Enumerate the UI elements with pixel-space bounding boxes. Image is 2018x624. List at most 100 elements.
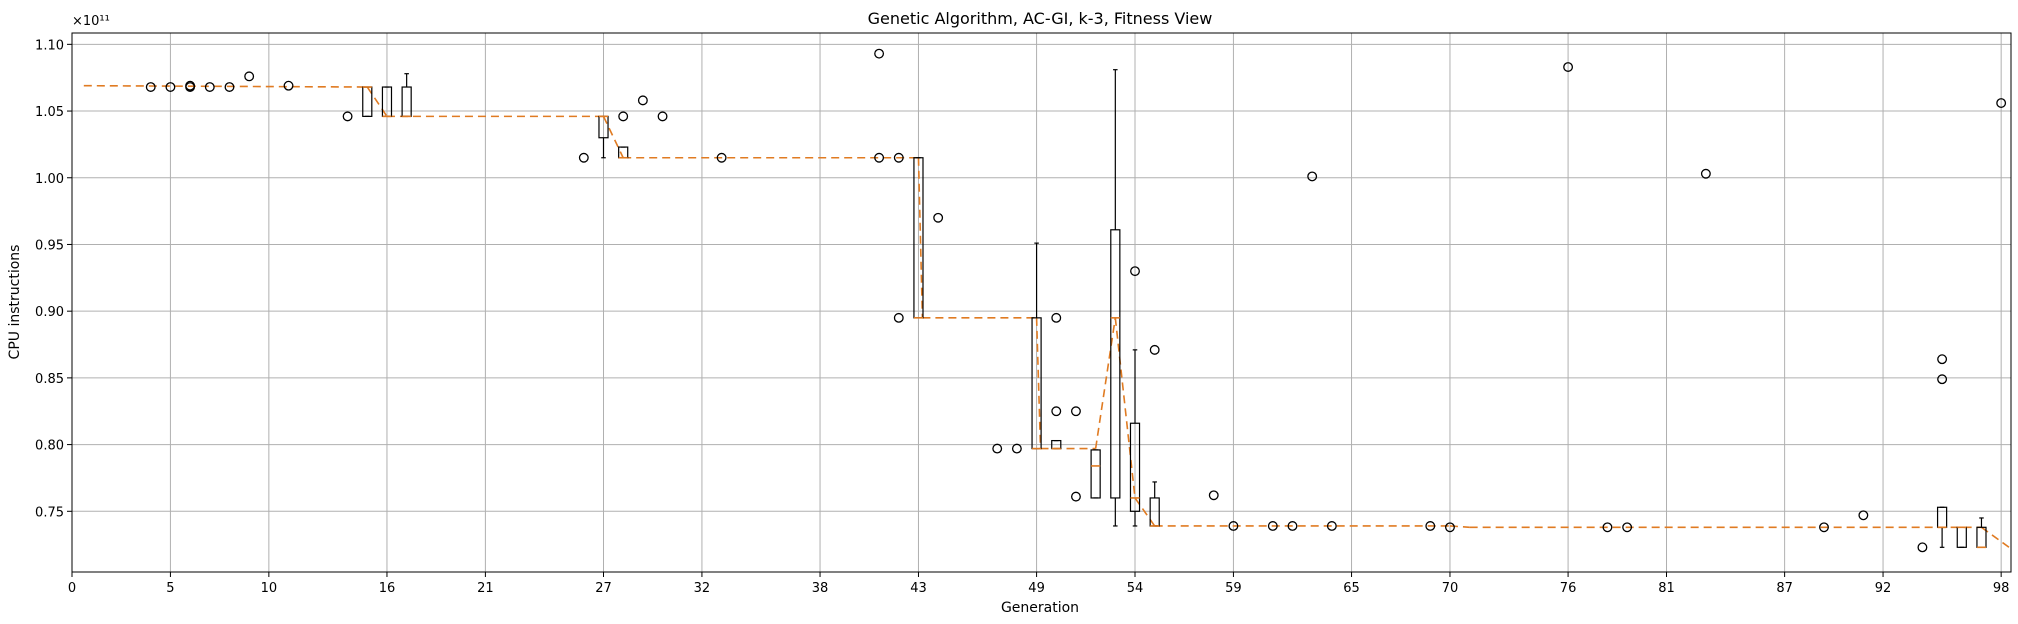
median-segment xyxy=(1134,497,1156,527)
outlier-point xyxy=(893,152,904,163)
outlier-point xyxy=(1700,168,1711,179)
outlier-point xyxy=(1917,542,1928,553)
x-tick-label: 16 xyxy=(379,581,396,596)
x-tick-label: 65 xyxy=(1343,581,1360,596)
outlier-point xyxy=(185,82,196,92)
x-tick-label: 98 xyxy=(1993,581,2010,596)
box-gen-28 xyxy=(618,146,629,159)
outlier-point xyxy=(1267,521,1278,531)
y-tick-label: 1.10 xyxy=(35,38,64,53)
x-tick-label: 92 xyxy=(1875,581,1892,596)
outlier-point xyxy=(1937,374,1948,385)
median-segment xyxy=(1035,317,1042,449)
chart-title: Genetic Algorithm, AC-GI, k-3, Fitness V… xyxy=(868,9,1213,28)
median-segment xyxy=(602,116,624,159)
box-iqr xyxy=(1110,229,1121,499)
box-gen-50 xyxy=(1051,439,1062,450)
outlier-point xyxy=(1208,490,1219,501)
outlier-point xyxy=(1622,522,1633,533)
outlier-point xyxy=(1149,344,1160,355)
box-gen-17 xyxy=(401,73,412,118)
box-gen-15 xyxy=(362,86,373,117)
x-tick-label: 76 xyxy=(1560,581,1577,596)
outlier-point xyxy=(578,152,589,163)
outlier-point xyxy=(893,312,904,323)
outlier-point xyxy=(1937,354,1948,365)
outlier-point xyxy=(283,80,294,91)
box-gen-55 xyxy=(1149,481,1160,527)
median-segment xyxy=(83,84,368,88)
box-gen-54 xyxy=(1129,349,1141,527)
grid xyxy=(71,33,2011,572)
outlier-point xyxy=(1307,171,1318,182)
median-segment xyxy=(1114,317,1136,499)
box-gen-95 xyxy=(1936,506,1948,548)
x-tick-label: 32 xyxy=(694,581,711,596)
outlier-point xyxy=(1011,443,1022,454)
outlier-point xyxy=(637,95,648,106)
outlier-point xyxy=(1070,406,1081,417)
box-gen-96 xyxy=(1956,526,1967,548)
x-tick-label: 10 xyxy=(261,581,278,596)
box-iqr xyxy=(401,86,412,117)
y-tick-label: 0.85 xyxy=(35,372,64,387)
box-gen-53 xyxy=(1110,69,1121,527)
outlier-point xyxy=(1287,521,1298,531)
outlier-point xyxy=(1326,521,1337,531)
x-tick-label: 54 xyxy=(1127,581,1144,596)
outlier-point xyxy=(1425,521,1436,531)
outlier-point xyxy=(1070,491,1081,502)
median-segment xyxy=(917,157,924,318)
x-tick-label: 70 xyxy=(1442,581,1459,596)
box-iqr xyxy=(1090,449,1101,499)
outlier-point xyxy=(1996,98,2007,108)
box-gen-97 xyxy=(1976,517,1987,549)
y-axis: 0.75 0.80 0.85 0.90 0.95 1.00 1.05 1.10 xyxy=(35,38,72,520)
outlier-point xyxy=(618,111,629,122)
outlier-series xyxy=(145,48,2007,553)
outlier-point xyxy=(1602,522,1613,533)
box-iqr xyxy=(1936,506,1948,528)
outlier-point xyxy=(1130,266,1140,277)
outlier-point xyxy=(165,82,176,92)
x-tick-label: 59 xyxy=(1225,581,1242,596)
outlier-point xyxy=(874,48,885,59)
median-segment xyxy=(1094,317,1117,449)
x-tick-label: 43 xyxy=(910,581,927,596)
y-tick-label: 0.95 xyxy=(35,238,64,253)
x-tick-label: 81 xyxy=(1658,581,1675,596)
y-tick-label: 1.00 xyxy=(35,172,64,187)
outlier-point xyxy=(992,443,1003,454)
plot-frame xyxy=(71,32,2012,573)
median-line xyxy=(83,84,2010,548)
x-tick-label: 27 xyxy=(595,581,612,596)
outlier-point xyxy=(1563,62,1574,72)
x-axis-label: Generation xyxy=(1001,600,1079,616)
box-series xyxy=(362,69,1987,549)
box-gen-27 xyxy=(598,115,609,159)
x-tick-label: 5 xyxy=(166,581,174,596)
outlier-point xyxy=(244,71,255,82)
outlier-point xyxy=(224,82,235,92)
outlier-point xyxy=(933,212,944,223)
x-tick-label: 21 xyxy=(477,581,494,596)
outlier-point xyxy=(1858,510,1869,521)
median-segment xyxy=(1449,525,1470,529)
x-tick-label: 87 xyxy=(1776,581,1793,596)
outlier-point xyxy=(1228,521,1239,531)
x-tick-label: 38 xyxy=(812,581,829,596)
y-tick-label: 0.75 xyxy=(35,505,64,520)
x-tick-label: 0 xyxy=(68,581,76,596)
box-gen-43 xyxy=(913,157,924,319)
box-iqr xyxy=(1956,526,1967,548)
median-segment xyxy=(366,86,388,117)
box-gen-49 xyxy=(1031,242,1042,450)
outlier-point xyxy=(716,152,727,163)
y-tick-label: 0.80 xyxy=(35,439,64,454)
outlier-point xyxy=(1445,522,1455,533)
box-gen-52 xyxy=(1090,449,1101,499)
outlier-point xyxy=(342,111,353,122)
box-iqr xyxy=(1129,422,1141,512)
outlier-point xyxy=(1819,522,1829,533)
